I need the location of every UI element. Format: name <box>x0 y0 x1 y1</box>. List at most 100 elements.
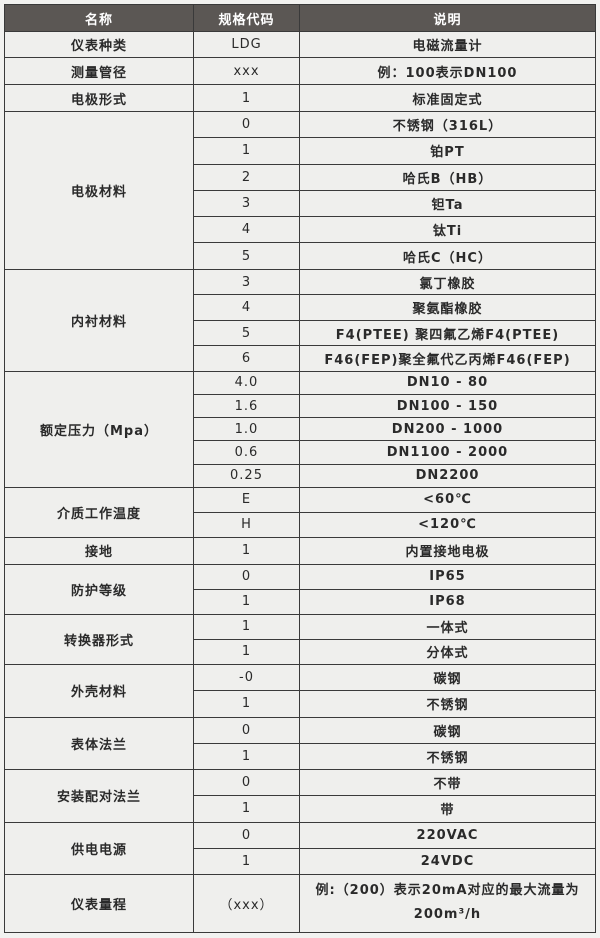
table-row: 安装配对法兰 0 不带 <box>4 768 596 823</box>
spec-code: 3 <box>193 268 300 296</box>
spec-name: 电极材料 <box>4 111 194 270</box>
table-row: 1.6 DN100 - 150 <box>5 393 596 419</box>
table-row: 4 聚氨酯橡胶 <box>5 294 596 321</box>
spec-description: 不带 <box>299 768 596 797</box>
table-row: 介质工作温度 E <60℃ <box>4 486 596 538</box>
spec-description: DN2200 <box>299 463 596 488</box>
spec-code: 0.6 <box>193 440 300 465</box>
spec-description: 一体式 <box>299 613 596 640</box>
spec-description: 分体式 <box>299 638 596 665</box>
spec-code: 0 <box>193 110 300 139</box>
table-row: 6 F46(FEP)聚全氟代乙丙烯F46(FEP) <box>5 345 596 372</box>
table-row: 额定压力（Mpa） 4.0 DN10 - 80 <box>4 370 596 488</box>
spec-description: DN100 - 150 <box>299 393 596 419</box>
spec-code: 1 <box>193 742 300 770</box>
spec-code: 0 <box>193 768 300 797</box>
spec-code: 1 <box>193 690 300 718</box>
spec-description: <120℃ <box>299 511 596 538</box>
spec-code: 0 <box>193 563 300 590</box>
table-row: 1.0 DN200 - 1000 <box>5 417 596 442</box>
spec-description: 220VAC <box>299 821 596 849</box>
table-row: 供电电源 0 220VAC <box>4 821 596 875</box>
header-row: 名称 规格代码 说明 <box>4 4 596 32</box>
table-row: 外壳材料 -0 碳钢 <box>4 663 596 718</box>
table-row: 1 不锈钢 <box>5 742 596 770</box>
spec-code: （xxx） <box>193 873 300 933</box>
table-row: H <120℃ <box>5 511 596 538</box>
table-row: 1 分体式 <box>5 638 596 665</box>
spec-description: DN10 - 80 <box>299 370 596 395</box>
spec-name: 仪表种类 <box>4 31 194 58</box>
spec-description: 钽Ta <box>299 189 596 218</box>
table-row: 4 钛Ti <box>5 216 596 244</box>
spec-description: 碳钢 <box>299 663 596 692</box>
spec-description: 碳钢 <box>299 716 596 744</box>
spec-description: 哈氏C（HC） <box>299 242 596 270</box>
table-row: 电极形式 1 标准固定式 <box>4 84 596 112</box>
spec-code: 4 <box>193 294 300 321</box>
header-name: 名称 <box>4 4 194 32</box>
table-row: 5 F4(PTEE) 聚四氟乙烯F4(PTEE) <box>5 319 596 347</box>
spec-code: 3 <box>193 189 300 218</box>
table-row: 测量管径 xxx 例：100表示DN100 <box>4 57 596 85</box>
spec-code: 1 <box>193 613 300 640</box>
spec-description: 内置接地电极 <box>299 536 596 565</box>
table-row: 转换器形式 1 一体式 <box>4 613 596 665</box>
spec-description: F46(FEP)聚全氟代乙丙烯F46(FEP) <box>299 345 596 372</box>
table-row: 电极材料 0 不锈钢（316L） <box>4 110 596 270</box>
spec-code: 1.6 <box>193 393 300 419</box>
spec-description: 不锈钢 <box>299 690 596 718</box>
spec-code: 4.0 <box>193 370 300 395</box>
header-code: 规格代码 <box>193 4 300 32</box>
spec-code: 0 <box>193 821 300 849</box>
spec-code: LDG <box>193 31 300 58</box>
table-row: 1 24VDC <box>5 847 596 875</box>
spec-code: E <box>193 486 300 513</box>
spec-name: 仪表量程 <box>4 873 194 933</box>
spec-description: 不锈钢（316L） <box>299 110 596 139</box>
spec-code: 1 <box>193 137 300 165</box>
table-row: 仪表种类 LDG 电磁流量计 <box>4 31 596 58</box>
spec-code: 1 <box>193 84 300 112</box>
spec-description: F4(PTEE) 聚四氟乙烯F4(PTEE) <box>299 319 596 347</box>
spec-code: 5 <box>193 242 300 270</box>
spec-code: 1 <box>193 588 300 615</box>
spec-description: 哈氏B（HB） <box>299 163 596 191</box>
spec-code: -0 <box>193 663 300 692</box>
table-row: 接地 1 内置接地电极 <box>4 536 596 565</box>
spec-description: 氯丁橡胶 <box>299 268 596 296</box>
table-body: 仪表种类 LDG 电磁流量计 测量管径 xxx 例：100表示DN100 电极形式 1 标准固定… <box>4 31 596 933</box>
spec-table: 名称 规格代码 说明 仪表种类 LDG 电磁流量计 测量管径 xxx 例：100表示DN1… <box>4 4 596 933</box>
spec-name: 介质工作温度 <box>4 486 194 538</box>
table-row: 1 IP68 <box>5 588 596 615</box>
header-desc: 说明 <box>299 4 596 32</box>
spec-code: 6 <box>193 345 300 372</box>
spec-name: 测量管径 <box>4 57 194 85</box>
spec-name: 接地 <box>4 536 194 565</box>
spec-code: H <box>193 511 300 538</box>
spec-code: 0 <box>193 716 300 744</box>
spec-name: 额定压力（Mpa） <box>4 370 194 488</box>
spec-description: 聚氨酯橡胶 <box>299 294 596 321</box>
spec-code: 1.0 <box>193 417 300 442</box>
spec-code: 1 <box>193 536 300 565</box>
spec-code: 1 <box>193 638 300 665</box>
spec-description: DN1100 - 2000 <box>299 440 596 465</box>
spec-code: 1 <box>193 795 300 823</box>
spec-name: 防护等级 <box>4 563 194 615</box>
spec-code: 1 <box>193 847 300 875</box>
table-row: 仪表量程 （xxx） 例:（200）表示20mA对应的最大流量为200m³/h <box>4 873 596 933</box>
table-row: 表体法兰 0 碳钢 <box>4 716 596 770</box>
spec-name: 安装配对法兰 <box>4 768 194 823</box>
spec-code: 2 <box>193 163 300 191</box>
spec-description: 24VDC <box>299 847 596 875</box>
spec-description: 不锈钢 <box>299 742 596 770</box>
table-row: 3 钽Ta <box>5 189 596 218</box>
spec-name: 表体法兰 <box>4 716 194 770</box>
table-row: 内衬材料 3 氯丁橡胶 <box>4 268 596 372</box>
spec-description: 带 <box>299 795 596 823</box>
spec-name: 内衬材料 <box>4 268 194 372</box>
spec-description: DN200 - 1000 <box>299 417 596 442</box>
spec-name: 外壳材料 <box>4 663 194 718</box>
spec-description: <60℃ <box>299 486 596 513</box>
